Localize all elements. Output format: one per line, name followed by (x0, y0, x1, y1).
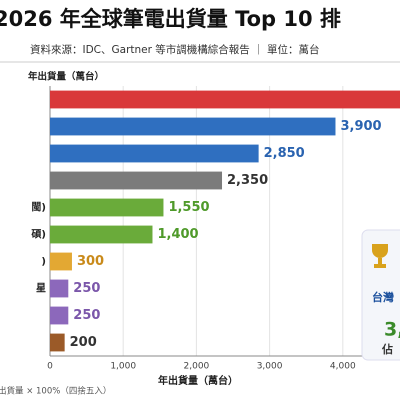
footnote: 出貨量 × 100%（四捨五入） (0, 386, 111, 397)
panel-share: 佔 (381, 342, 393, 356)
value-label: 3,900 (340, 119, 381, 134)
x-axis-label: 年出貨量（萬台） (158, 374, 238, 387)
value-label: 200 (70, 335, 97, 350)
value-label: 250 (73, 281, 100, 296)
x-tick-label: 1,000 (110, 362, 136, 372)
bar (50, 279, 69, 298)
value-label: 1,400 (157, 227, 198, 242)
bar (50, 117, 336, 136)
x-tick-label: 2,000 (184, 362, 210, 372)
bar (50, 144, 259, 163)
bar (50, 90, 400, 109)
bar (50, 252, 72, 271)
bar (50, 306, 69, 325)
bar (50, 171, 223, 190)
panel-box (361, 229, 400, 361)
value-label: 300 (77, 254, 104, 269)
value-label: 2,850 (264, 146, 305, 161)
value-label: 2,350 (227, 173, 268, 188)
x-tick-label: 0 (47, 362, 53, 372)
y-tick-label: ) (41, 257, 46, 268)
trophy-icon (372, 244, 388, 268)
chart-title: 2026 年全球筆電出貨量 Top 10 排 (0, 7, 341, 31)
x-tick-label: 3,000 (257, 362, 283, 372)
bar (50, 225, 153, 244)
value-label: 250 (73, 308, 100, 323)
y-tick-label: 閩) (31, 202, 46, 214)
value-label: 1,550 (168, 200, 209, 215)
x-tick-label: 4,000 (330, 362, 356, 372)
panel-region: 台灣 (372, 290, 394, 304)
chart-subtitle: 資料來源：IDC、Gartner 等市調機構綜合報告 ｜ 單位：萬台 (30, 43, 319, 56)
bar (50, 198, 164, 217)
bar (50, 333, 65, 352)
axis-top-label: 年出貨量（萬台） (28, 71, 104, 83)
y-tick-label: 星 (36, 283, 46, 295)
side-panel: 台灣 3, 佔 (361, 229, 400, 361)
y-tick-label: 碩) (31, 229, 46, 241)
panel-value: 3, (384, 319, 400, 341)
